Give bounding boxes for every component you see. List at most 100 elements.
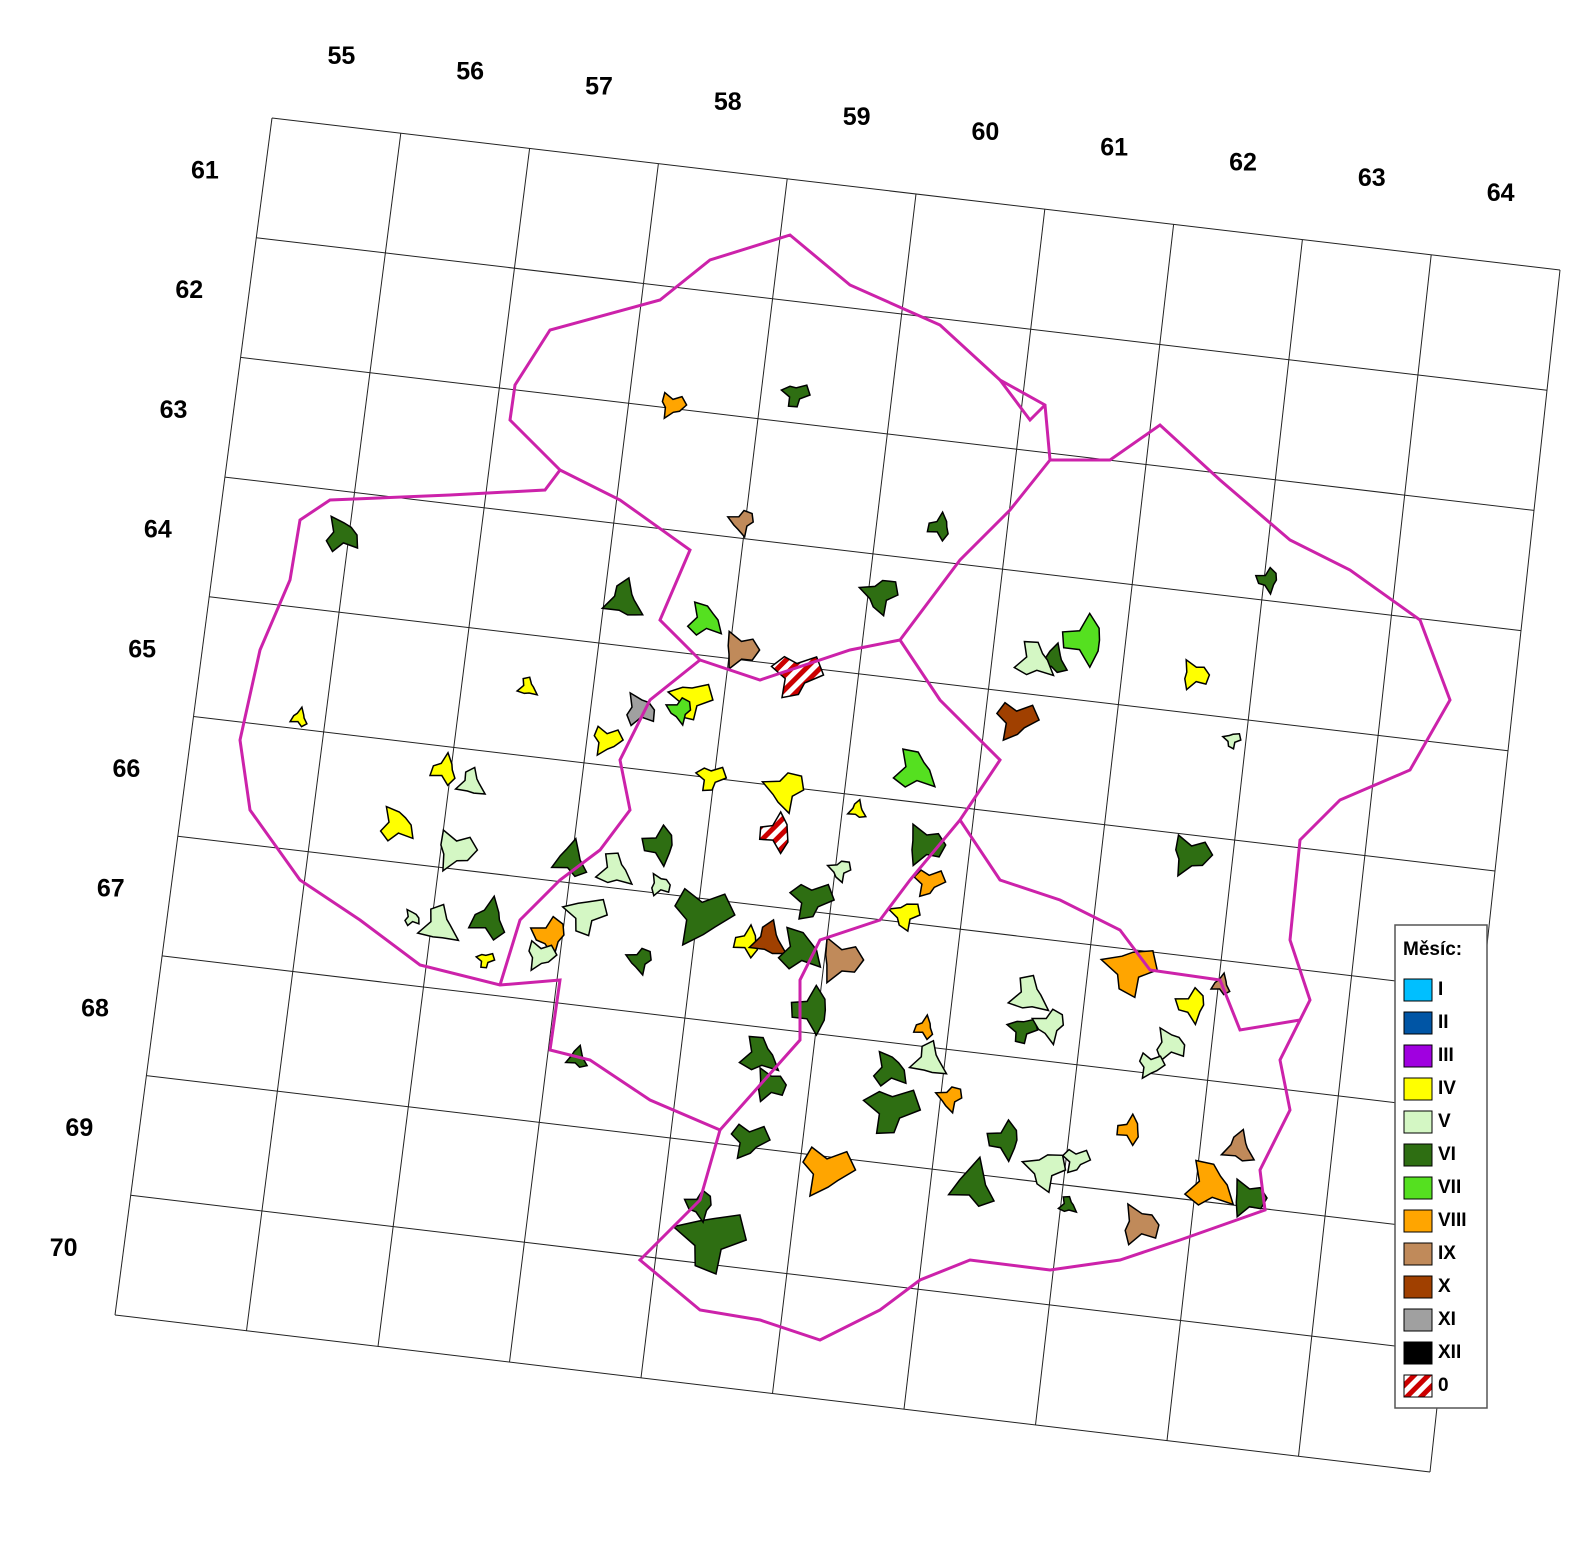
occurrence-area [593,725,625,757]
occurrence-area [1221,733,1242,750]
row-label: 63 [160,396,188,424]
occurrence-area [474,952,496,969]
occurrence-area [1099,950,1159,999]
legend-swatch [1403,1143,1433,1167]
occurrence-area [907,1039,948,1075]
grid-line [224,476,1522,632]
occurrence-area [1006,974,1050,1012]
occurrence-area [788,883,836,920]
occurrence-area [1156,1026,1186,1062]
legend-swatch [1403,1209,1433,1233]
legend-label: 0 [1438,1375,1449,1396]
occurrence-area [515,676,539,696]
legend-label: VIII [1438,1210,1467,1231]
column-label: 62 [1229,149,1257,177]
column-label: 63 [1358,164,1386,192]
occurrence-area [1183,1159,1235,1206]
occurrence-area [1061,1148,1092,1174]
grid-line [271,117,1561,271]
occurrence-area [666,683,714,721]
occurrence-area [730,1123,771,1160]
occurrence-area [428,750,456,787]
legend-swatch [1403,1110,1433,1134]
legend-title: Měsíc: [1403,939,1462,960]
occurrence-area [802,1145,857,1198]
grid-line [177,835,1483,992]
occurrence-area [626,691,656,727]
grid-line [209,596,1509,752]
occurrence-area [467,894,506,942]
occurrence-area [1057,1195,1078,1214]
legend-swatch [1403,1044,1433,1068]
occurrence-area [926,510,949,543]
occurrence-area [550,836,588,878]
row-label: 61 [191,156,219,184]
legend-swatch [1403,978,1433,1002]
row-label: 67 [97,875,125,903]
occurrence-area [561,898,609,937]
grid [114,117,1561,1473]
occurrence-area [1030,1008,1065,1047]
occurrence-area [288,705,308,728]
occurrence-area [671,1214,748,1276]
occurrence-area [747,918,788,955]
legend-swatch [1403,1011,1433,1035]
occurrence-area [664,696,692,727]
legend-label: X [1438,1276,1451,1297]
legend-swatch [1403,1374,1433,1398]
occurrence-area [1184,658,1211,692]
occurrence-area [624,947,652,977]
occurrence-area [760,772,805,815]
occurrence-area [934,1086,963,1115]
occurrence-area [825,860,852,884]
grid-line [240,356,1535,511]
occurrence-area [1174,986,1205,1027]
grid-line [256,237,1548,391]
occurrence-area [995,701,1041,742]
row-label: 64 [144,516,172,544]
region-outline [238,233,1452,1342]
occurrence-area [1175,833,1214,878]
occurrence-area [1013,640,1055,677]
column-label: 59 [843,103,871,131]
occurrence-area [947,1155,996,1208]
occurrence-area [686,601,723,636]
occurrence-area [1235,1177,1268,1219]
occurrence-area [846,798,868,818]
occurrence-area [661,391,688,420]
occurrence-area [892,748,937,788]
occurrence-area [777,926,822,970]
legend-label: I [1438,979,1443,1000]
occurrence-area [1116,1112,1139,1147]
column-label: 64 [1487,179,1515,207]
legend-swatch [1403,1242,1433,1266]
occurrence-area [1124,1202,1160,1247]
occurrence-area [453,766,487,795]
occurrence-area [1020,1154,1067,1194]
legend-label: VII [1438,1177,1461,1198]
legend-label: XI [1438,1309,1456,1330]
legend-label: IX [1438,1243,1456,1264]
legend-label: VI [1438,1144,1456,1165]
column-label: 57 [585,73,613,101]
occurrence-area [641,823,673,868]
legend-label: V [1438,1111,1451,1132]
occurrence-areas [288,384,1278,1276]
occurrence-area [1219,1128,1256,1162]
occurrence-area [862,1089,922,1135]
occurrence-area [416,903,460,942]
legend-label: IV [1438,1078,1456,1099]
occurrence-area [529,915,565,959]
occurrence-area [1138,1051,1166,1080]
occurrence-area [872,1050,907,1087]
occurrence-area [790,983,827,1037]
occurrence-area [674,887,736,947]
occurrence-area [886,903,921,933]
occurrence-area [379,805,414,842]
occurrence-area [1005,1018,1039,1045]
occurrence-area [325,514,359,553]
legend-swatch [1403,1077,1433,1101]
occurrence-area [824,936,865,985]
